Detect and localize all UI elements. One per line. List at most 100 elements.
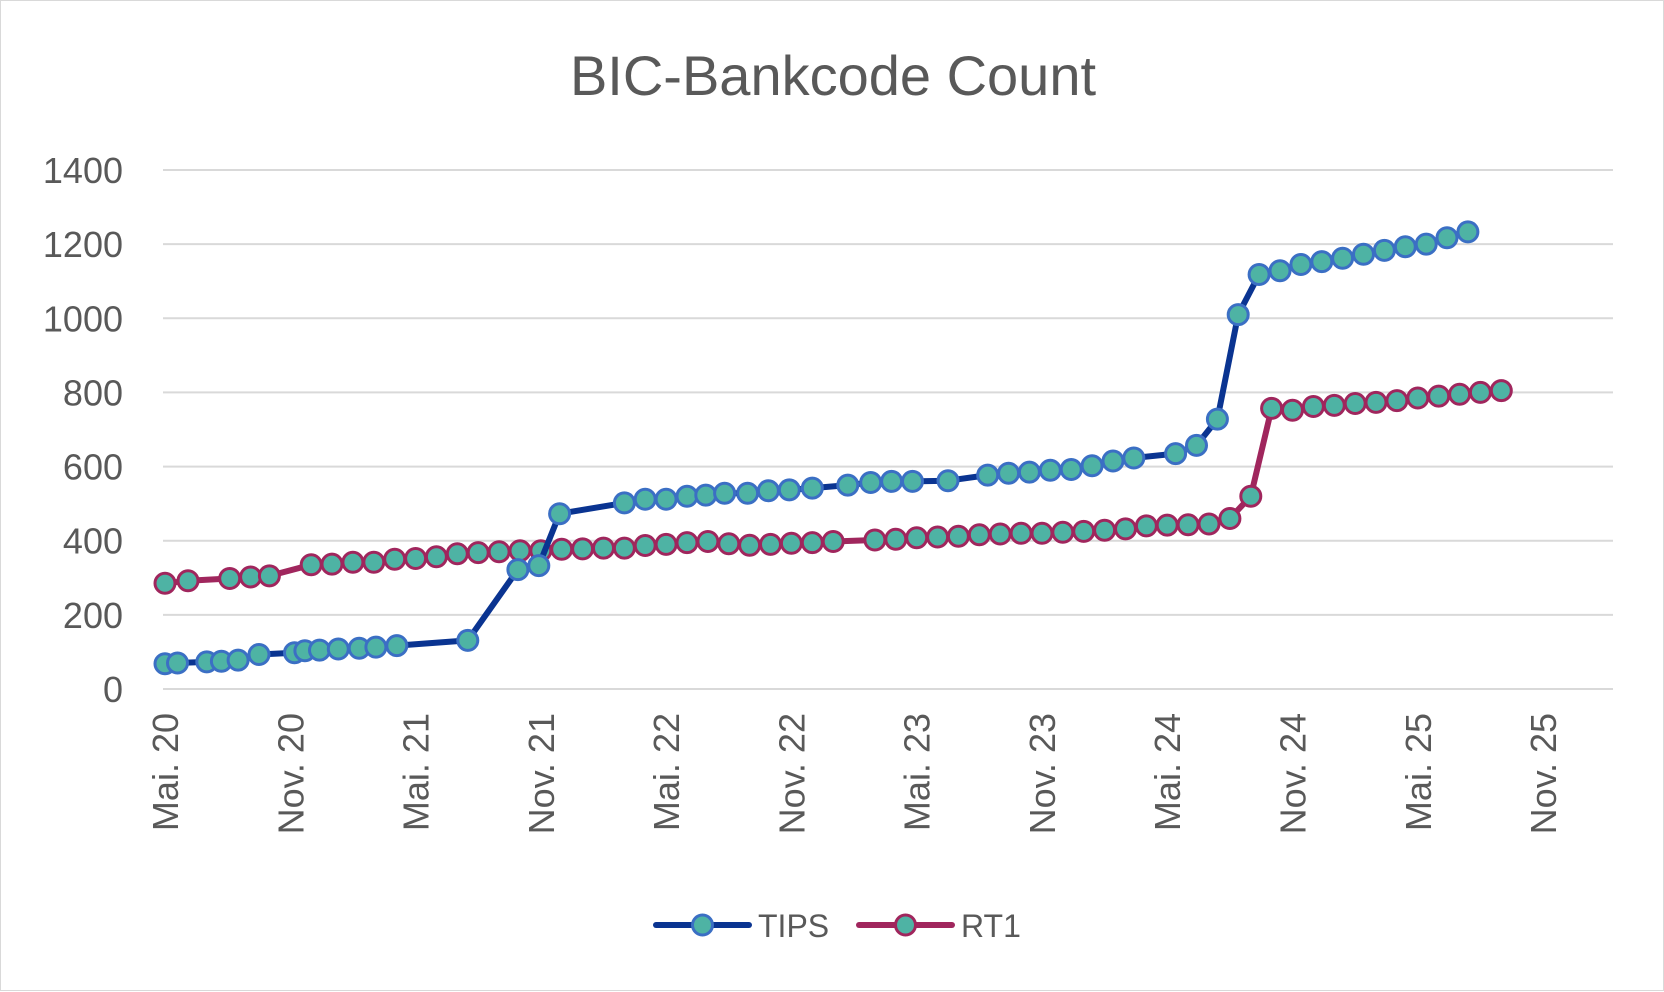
series-layer xyxy=(153,220,1513,676)
data-point-tips xyxy=(1331,246,1355,270)
data-point-rt1 xyxy=(1489,379,1513,403)
data-point-rt1 xyxy=(1051,520,1075,544)
data-point-tips xyxy=(901,469,924,493)
data-point-rt1 xyxy=(884,527,908,551)
data-point-rt1 xyxy=(1468,380,1492,404)
data-point-rt1 xyxy=(176,569,200,593)
data-point-tips xyxy=(675,484,699,508)
data-point-rt1 xyxy=(1322,393,1346,417)
y-tick-label: 200 xyxy=(63,595,123,636)
data-point-tips xyxy=(1247,263,1271,286)
data-point-rt1 xyxy=(967,523,991,547)
data-point-tips xyxy=(1414,232,1438,256)
data-point-tips xyxy=(859,471,883,494)
data-point-tips xyxy=(736,481,760,505)
x-tick-label: Nov. 24 xyxy=(1273,713,1314,834)
data-point-rt1 xyxy=(1343,392,1367,415)
data-point-rt1 xyxy=(654,532,678,556)
data-point-tips xyxy=(1310,250,1334,274)
data-point-tips xyxy=(1080,454,1104,478)
data-point-rt1 xyxy=(800,531,824,555)
data-point-rt1 xyxy=(988,522,1012,546)
data-point-tips xyxy=(1059,458,1083,481)
data-point-tips xyxy=(1372,238,1396,262)
data-point-rt1 xyxy=(863,528,887,552)
data-point-tips xyxy=(308,638,331,662)
data-point-tips xyxy=(456,628,480,652)
data-point-tips xyxy=(166,651,189,675)
data-point-tips xyxy=(1456,220,1480,244)
data-point-rt1 xyxy=(633,534,657,557)
x-tick-label: Mai. 22 xyxy=(646,713,687,831)
data-point-rt1 xyxy=(487,540,511,564)
legend-swatch-marker xyxy=(691,913,714,937)
y-tick-label: 800 xyxy=(63,372,123,413)
data-point-rt1 xyxy=(1093,518,1117,542)
data-point-rt1 xyxy=(239,565,263,589)
data-point-rt1 xyxy=(1176,513,1200,537)
y-tick-label: 1000 xyxy=(43,298,123,339)
data-point-rt1 xyxy=(1030,521,1054,545)
data-point-rt1 xyxy=(1448,382,1472,406)
data-point-rt1 xyxy=(218,567,242,590)
x-tick-label: Nov. 20 xyxy=(270,713,311,834)
data-point-rt1 xyxy=(1385,389,1409,413)
data-point-tips xyxy=(836,473,860,497)
y-tick-label: 0 xyxy=(103,669,123,710)
data-point-rt1 xyxy=(821,530,845,553)
data-point-tips xyxy=(385,634,409,658)
data-point-tips xyxy=(800,476,824,500)
y-tick-label: 1400 xyxy=(43,150,123,191)
data-point-tips xyxy=(1185,433,1208,457)
data-point-tips xyxy=(226,648,250,672)
data-point-tips xyxy=(976,463,1000,487)
data-point-rt1 xyxy=(1114,517,1137,541)
data-point-tips xyxy=(633,487,657,511)
data-point-tips xyxy=(506,558,530,582)
data-point-rt1 xyxy=(445,542,469,566)
data-point-tips xyxy=(1352,242,1375,266)
x-tick-label: Mai. 24 xyxy=(1147,713,1188,831)
data-point-rt1 xyxy=(341,550,365,574)
legend-label: TIPS xyxy=(758,908,829,944)
y-tick-label: 400 xyxy=(63,521,123,562)
series-tips xyxy=(153,220,1480,676)
data-point-tips xyxy=(1038,458,1062,482)
data-point-rt1 xyxy=(1260,396,1284,420)
data-point-rt1 xyxy=(905,526,929,550)
x-axis-ticks: Mai. 20 Nov. 20 Mai. 21 Nov. 21 Mai. 22 Nov. … xyxy=(145,713,1564,834)
x-tick-label: Mai. 25 xyxy=(1398,713,1439,831)
data-point-rt1 xyxy=(1281,398,1304,422)
data-point-rt1 xyxy=(550,537,574,561)
data-point-tips xyxy=(326,637,350,661)
data-point-rt1 xyxy=(946,524,970,548)
data-point-rt1 xyxy=(1427,384,1451,408)
data-point-rt1 xyxy=(320,552,344,576)
data-point-rt1 xyxy=(1155,513,1179,537)
data-point-rt1 xyxy=(1009,521,1033,545)
data-point-rt1 xyxy=(738,533,762,557)
data-point-rt1 xyxy=(404,547,428,570)
data-point-tips xyxy=(1122,446,1146,470)
x-tick-label: Nov. 21 xyxy=(521,713,562,834)
data-point-tips xyxy=(654,487,678,511)
data-point-rt1 xyxy=(1134,514,1158,538)
data-point-rt1 xyxy=(1364,390,1388,414)
data-point-tips xyxy=(1289,253,1313,276)
data-point-rt1 xyxy=(717,532,741,556)
data-point-tips xyxy=(756,479,780,503)
data-point-rt1 xyxy=(592,536,615,560)
data-point-tips xyxy=(527,554,551,578)
data-point-tips xyxy=(1164,442,1188,466)
data-point-tips xyxy=(247,643,271,666)
y-axis-ticks: 0 200 400 600 800 1000 1200 1400 xyxy=(43,150,123,710)
series-line-tips xyxy=(162,228,1471,667)
data-point-rt1 xyxy=(153,571,177,595)
x-tick-label: Mai. 23 xyxy=(897,713,938,831)
data-point-rt1 xyxy=(926,525,950,549)
legend-label: RT1 xyxy=(961,908,1021,944)
legend-item-rt1: RT1 xyxy=(856,908,1021,944)
data-point-rt1 xyxy=(612,536,636,560)
data-point-rt1 xyxy=(759,532,782,556)
